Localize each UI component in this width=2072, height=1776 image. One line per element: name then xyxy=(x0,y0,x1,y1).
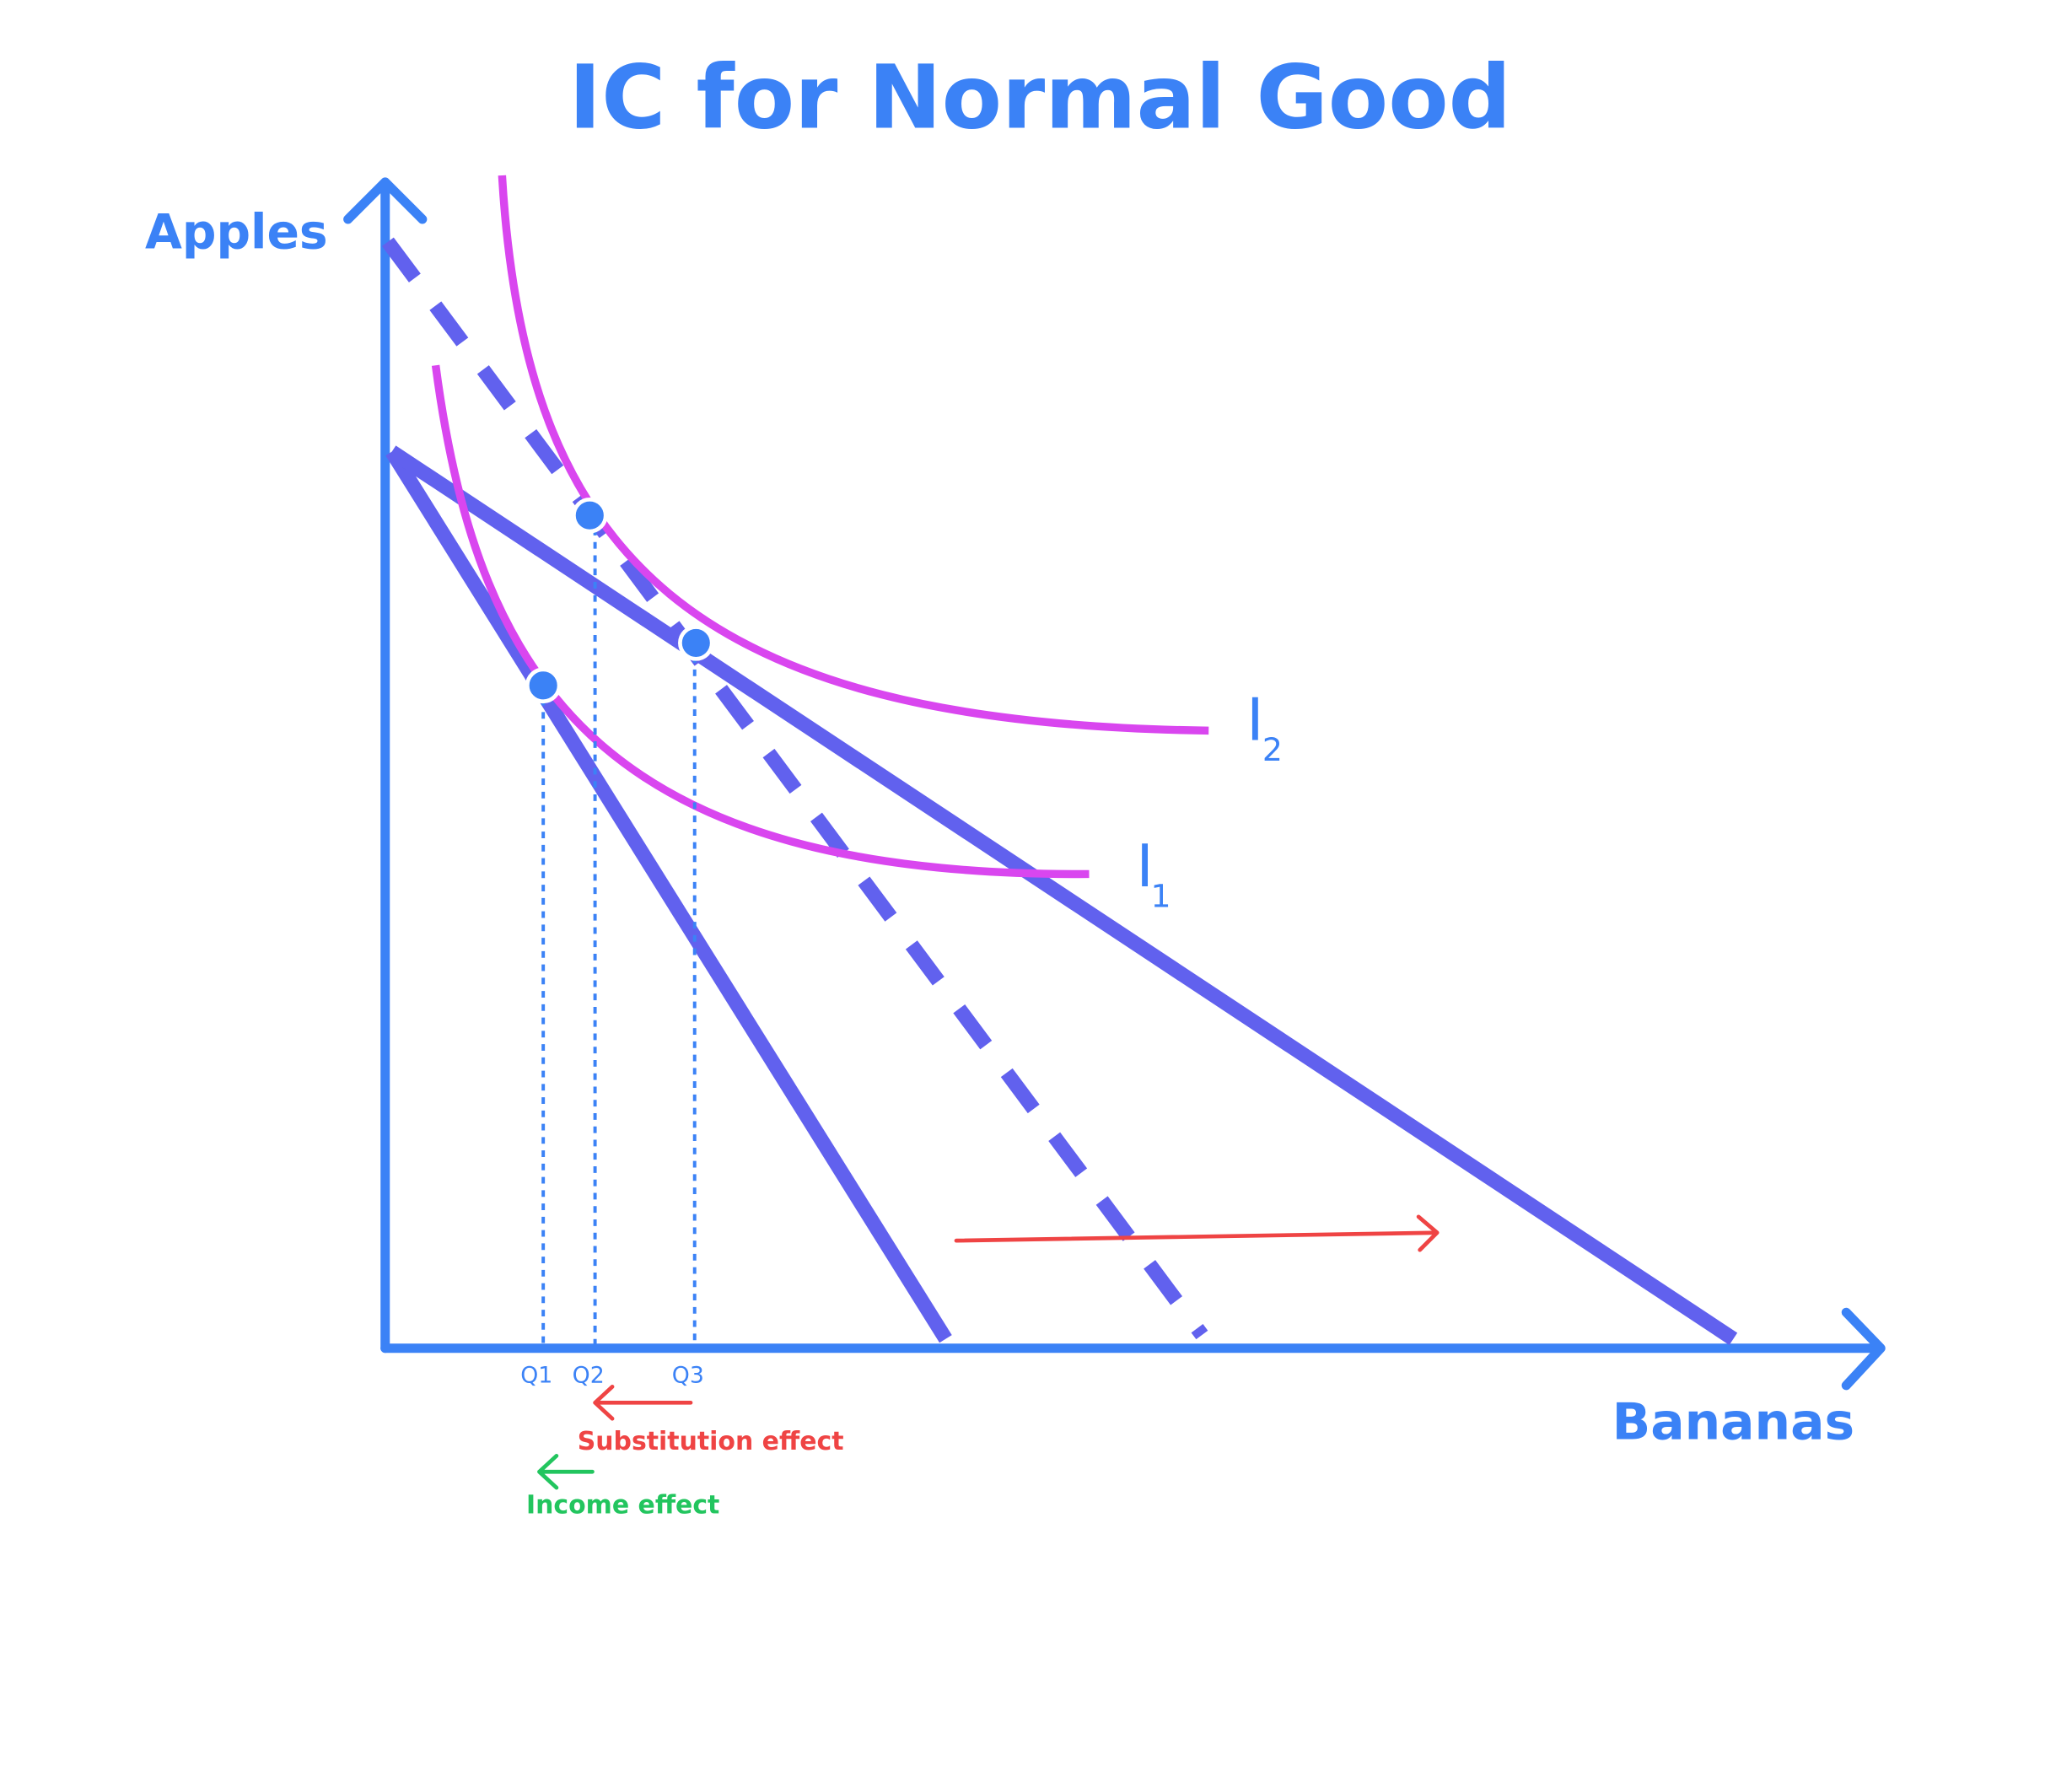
quantity-label: Q1 xyxy=(520,1362,552,1388)
substitution-arrow xyxy=(593,1385,693,1421)
indifference-curves xyxy=(431,175,1209,879)
drop-lines xyxy=(541,515,697,1345)
curve-label: I xyxy=(1246,687,1263,755)
quantity-label: Q3 xyxy=(672,1362,704,1388)
title: IC for Normal Good xyxy=(568,46,1511,148)
substitution-effect-label: Substitution effect xyxy=(578,1427,844,1456)
y-axis xyxy=(343,177,428,1354)
indifference-curve-1 xyxy=(431,364,1090,879)
budget-line-original xyxy=(385,448,952,1343)
budget-lines xyxy=(381,237,1738,1345)
y-axis-label: Apples xyxy=(145,205,328,261)
indifference-curve-2 xyxy=(498,175,1209,735)
equilibrium-point xyxy=(678,625,714,661)
curve-subscript: 1 xyxy=(1151,877,1171,914)
budget-line-compensated xyxy=(381,237,1208,1340)
shift-arrow xyxy=(954,1214,1440,1252)
income-arrow xyxy=(537,1453,595,1490)
points xyxy=(525,497,714,704)
quantity-label: Q2 xyxy=(573,1362,605,1388)
x-axis xyxy=(380,1307,1886,1391)
arrows xyxy=(537,1214,1440,1490)
budget-line-new xyxy=(387,445,1738,1345)
x-axis-label: Bananas xyxy=(1612,1393,1855,1452)
income-effect-label: Income effect xyxy=(526,1491,719,1520)
equilibrium-point xyxy=(525,667,562,704)
curve-subscript: 2 xyxy=(1262,731,1283,768)
axes xyxy=(343,177,1886,1391)
equilibrium-point xyxy=(572,497,608,534)
curve-label: I xyxy=(1136,833,1153,901)
